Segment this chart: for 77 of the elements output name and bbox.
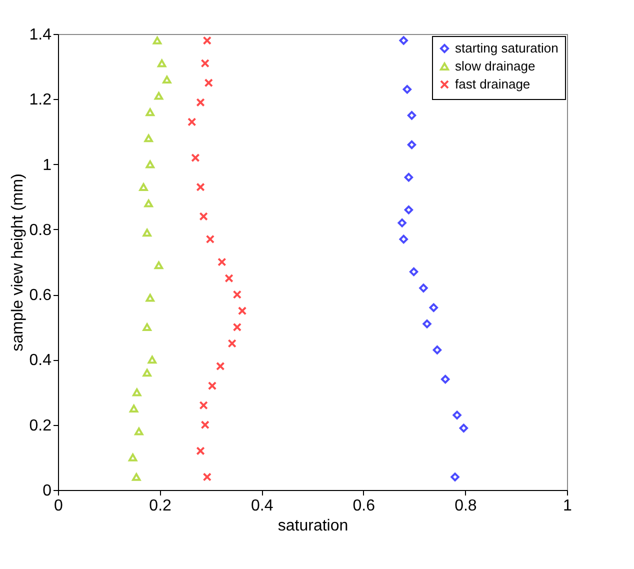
point <box>398 218 406 228</box>
point <box>224 274 234 283</box>
point <box>459 424 468 432</box>
x-tick-label: 1 <box>563 498 572 514</box>
point <box>196 182 205 192</box>
point <box>144 199 153 208</box>
x-tick-label: 0.4 <box>250 498 274 514</box>
point <box>152 36 162 44</box>
point <box>132 388 142 396</box>
point <box>199 400 208 410</box>
point <box>200 420 210 430</box>
y-tick-label: 1.4 <box>29 26 52 44</box>
point <box>208 381 217 390</box>
point <box>142 368 152 377</box>
legend-label: slow drainage <box>455 58 536 74</box>
point <box>148 356 157 364</box>
point <box>142 228 152 237</box>
x-tick-label: 0.6 <box>352 498 376 514</box>
point <box>142 323 152 332</box>
point <box>216 362 225 371</box>
y-tick-label: 0.6 <box>29 287 52 304</box>
point <box>422 320 432 328</box>
point <box>407 140 416 150</box>
point <box>154 261 164 270</box>
point <box>157 59 166 68</box>
point <box>402 85 412 94</box>
point <box>218 258 226 266</box>
y-tick-label: 0 <box>42 482 52 500</box>
point <box>399 234 408 244</box>
point <box>129 404 138 412</box>
point <box>407 111 416 120</box>
y-tick-label: 0.8 <box>29 222 52 239</box>
legend-label: starting saturation <box>455 40 558 56</box>
point <box>202 36 212 45</box>
point <box>146 108 154 116</box>
x-tick-label: 0.2 <box>149 498 172 514</box>
y-tick-label: 0.4 <box>29 352 52 370</box>
x-axis-title: saturation <box>278 518 348 534</box>
point <box>404 206 414 214</box>
point <box>146 294 154 302</box>
y-axis-title: sample view height (mm) <box>9 174 26 352</box>
x-tick-label: 0 <box>54 498 64 514</box>
point <box>128 454 138 462</box>
point <box>204 78 214 88</box>
point <box>191 153 200 162</box>
point <box>404 172 414 182</box>
point <box>450 472 460 482</box>
point <box>419 284 428 292</box>
point <box>132 473 141 481</box>
point <box>452 410 462 420</box>
x-tick-label: 0.8 <box>454 498 477 514</box>
point <box>139 183 148 191</box>
point <box>200 58 210 68</box>
point <box>429 303 438 312</box>
legend-label: fast drainage <box>455 76 530 92</box>
point <box>196 98 205 107</box>
point <box>202 472 212 482</box>
y-tick-label: 1.2 <box>29 92 52 109</box>
point <box>144 134 153 142</box>
point <box>440 374 450 384</box>
y-tick-label: 0.2 <box>29 417 52 434</box>
point <box>199 212 208 221</box>
point <box>154 92 164 100</box>
point <box>432 346 442 354</box>
point <box>399 36 408 45</box>
point <box>146 160 154 168</box>
point <box>232 322 242 332</box>
point <box>196 446 205 456</box>
point <box>409 267 418 276</box>
point <box>238 306 247 316</box>
point <box>134 427 144 436</box>
point <box>228 339 236 348</box>
point <box>206 234 215 244</box>
point <box>162 76 172 84</box>
y-tick-label: 1 <box>42 156 52 174</box>
point <box>232 290 242 299</box>
point <box>188 118 196 126</box>
